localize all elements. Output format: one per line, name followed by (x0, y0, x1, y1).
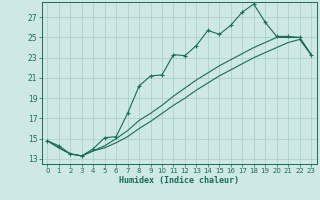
X-axis label: Humidex (Indice chaleur): Humidex (Indice chaleur) (119, 176, 239, 185)
